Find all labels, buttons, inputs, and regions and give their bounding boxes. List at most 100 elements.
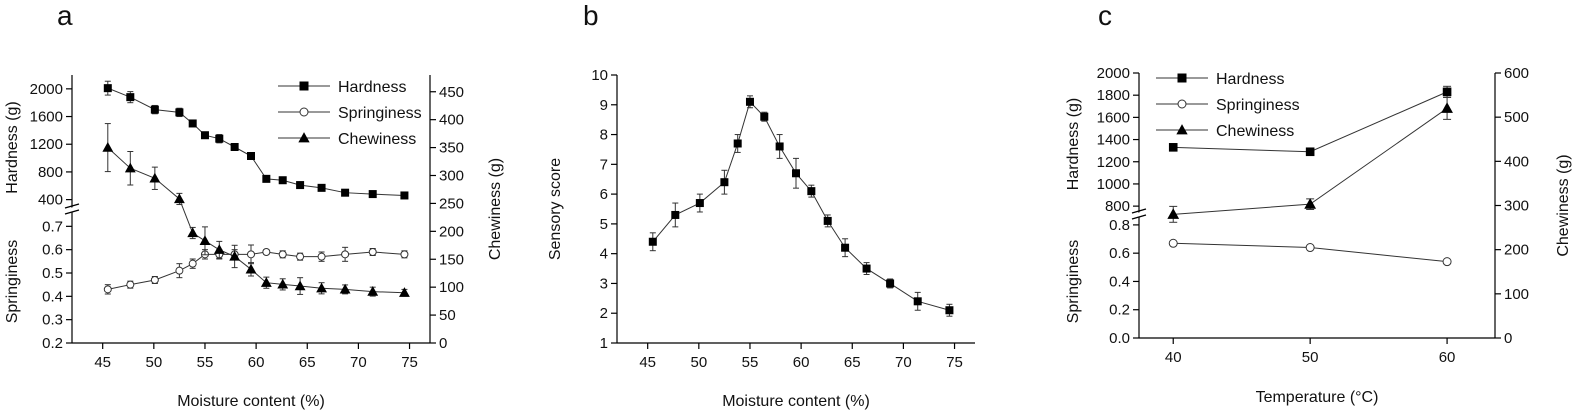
chart-a-chewiness-point xyxy=(173,193,185,204)
chart-a-x-tick-label: 70 xyxy=(350,354,367,371)
chart-c-springiness-axis-tick-label: 0.6 xyxy=(1109,245,1130,262)
chart-a-hardness-point xyxy=(175,108,184,117)
chart-b-x-tick-label: 45 xyxy=(639,354,656,371)
chart-a-x-tick-label: 60 xyxy=(248,354,265,371)
chart-a-springiness-point xyxy=(400,250,409,259)
chart-c-hardness-axis-tick-label: 1000 xyxy=(1097,176,1130,193)
chart-a-hardness-point xyxy=(215,134,224,143)
chart-a-springiness-point xyxy=(278,250,287,259)
chart-a-hardness-point xyxy=(103,84,112,93)
chart-a-legend-label: Springiness xyxy=(338,105,422,122)
chart-c-legend-label: Chewiness xyxy=(1216,123,1294,140)
chart-b-sensory-point xyxy=(720,178,729,187)
chart-b-y-axis-tick-label: 9 xyxy=(600,97,608,114)
chart-b-y-axis-tick-label: 3 xyxy=(600,275,608,292)
chart-a-legend-label: Hardness xyxy=(338,79,406,96)
chart-a-chewiness-point xyxy=(199,235,211,245)
chart-a-chewiness-point xyxy=(124,162,136,173)
chart-a-springiness-axis-tick-label: 0.4 xyxy=(42,288,63,305)
chart-a-hardness-axis-tick-label: 1200 xyxy=(30,136,63,153)
chart-c-chewiness-point xyxy=(1167,208,1180,219)
chart-c-legend-marker xyxy=(1177,73,1187,83)
chart-c-springiness-axis-tick-label: 0.8 xyxy=(1109,217,1130,234)
chart-c-springiness-axis-tick-label: 0.2 xyxy=(1109,302,1130,319)
chart-c-legend-label: Hardness xyxy=(1216,71,1284,88)
chart-b-y-axis-tick-label: 10 xyxy=(591,67,608,84)
chart-c-chewiness-axis-tick-label: 400 xyxy=(1504,153,1529,170)
chart-a-chewiness-point xyxy=(260,277,272,287)
chart-a-springiness-point xyxy=(150,276,159,284)
chart-a-axis-break xyxy=(64,203,80,209)
chart-b-sensory-point xyxy=(841,243,850,252)
chart-a-x-tick-label: 65 xyxy=(299,354,316,371)
chart-c-chewiness-axis-tick-label: 100 xyxy=(1504,286,1529,303)
chart-a-springiness-axis-tick-label: 0.7 xyxy=(42,218,63,235)
chart-b-sensory-point xyxy=(760,112,769,121)
chart-a-hardness-point xyxy=(247,152,255,160)
chart-c-hardness-point xyxy=(1168,143,1178,152)
panel-letter-a: a xyxy=(57,0,73,31)
chart-a-chewiness-point xyxy=(316,282,327,293)
chart-c-x-tick-label: 50 xyxy=(1302,349,1319,366)
chart-a-hardness-point xyxy=(126,93,135,102)
chart-c-hardness-axis-tick-label: 1600 xyxy=(1097,109,1130,126)
chart-b-y-axis-tick-label: 7 xyxy=(600,156,608,173)
panel-letter-b: b xyxy=(583,0,599,31)
chart-c-chewiness-axis-tick-label: 200 xyxy=(1504,242,1529,259)
chart-a-hardness-point xyxy=(296,181,305,190)
chart-a-legend-label: Chewiness xyxy=(338,131,416,148)
chart-b-sensory-point xyxy=(945,306,954,315)
chart-a-springiness-point xyxy=(368,248,377,256)
chart-a-legend-marker xyxy=(298,132,310,143)
chart-a-hardness-axis-tick-label: 2000 xyxy=(30,81,63,98)
chart-a-hardness-line xyxy=(107,87,405,196)
chart-c-x-tick-label: 40 xyxy=(1165,349,1182,366)
chart-a-springiness-point xyxy=(262,248,271,256)
chart-b-sensory-point xyxy=(807,187,816,196)
chart-a-chewiness-axis-tick-label: 150 xyxy=(439,251,464,268)
chart-c-x-tick-label: 60 xyxy=(1439,349,1456,366)
chart-a-hardness-point xyxy=(188,119,197,128)
chart-a-hardness-point xyxy=(368,190,377,199)
chart-a-x-tick-label: 50 xyxy=(145,354,162,371)
chart-a-chewiness-axis-tick-label: 0 xyxy=(439,335,447,352)
chart-c: 40 50 608001000120014001600180020000.00.20… xyxy=(1065,65,1572,406)
chart-c-chewiness-axis-label: Chewiness (g) xyxy=(1555,154,1572,256)
chart-a-chewiness-axis-tick-label: 350 xyxy=(439,140,464,157)
chart-c-chewiness-point xyxy=(1304,198,1317,209)
chart-a-hardness-axis-tick-label: 400 xyxy=(38,192,63,209)
chart-a-chewiness-point xyxy=(294,280,306,291)
chart-a-springiness-axis-label: Springiness xyxy=(4,240,21,324)
chart-a-hardness-axis-label: Hardness (g) xyxy=(4,101,21,193)
chart-c-hardness-axis-tick-label: 1800 xyxy=(1097,87,1130,104)
chart-a-x-axis-label: Moisture content (%) xyxy=(177,393,325,410)
chart-b-sensory-point xyxy=(775,142,784,151)
chart-c-springiness-point xyxy=(1168,238,1178,248)
chart-a-springiness-axis-tick-label: 0.6 xyxy=(42,242,63,259)
chart-c-hardness-point xyxy=(1305,147,1315,157)
chart-a-chewiness-axis-label: Chewiness (g) xyxy=(487,158,504,260)
chart-c-legend-marker xyxy=(1176,124,1188,135)
chart-b-x-tick-label: 55 xyxy=(742,354,759,371)
chart-a-hardness-point xyxy=(400,191,409,200)
chart-b-x-axis-label: Moisture content (%) xyxy=(722,393,870,410)
chart-a-chewiness-point xyxy=(102,141,114,152)
chart-c-chewiness-axis-tick-label: 600 xyxy=(1504,65,1529,82)
chart-a-chewiness-point xyxy=(245,263,257,274)
chart-b-sensory-point xyxy=(862,264,871,273)
chart-a-chewiness-point xyxy=(339,283,351,294)
chart-a-hardness-axis-tick-label: 800 xyxy=(38,164,63,181)
chart-a-chewiness-axis-tick-label: 200 xyxy=(439,223,464,240)
chart-a-chewiness-point xyxy=(149,172,161,183)
chart-a-springiness-axis-tick-label: 0.2 xyxy=(42,335,63,352)
chart-b-sensory-point xyxy=(671,210,680,219)
charts-layer: 45 50 55 60 65 70 754008001200160020000.20.30.… xyxy=(4,65,1572,410)
chart-c-chewiness-axis-tick-label: 500 xyxy=(1504,109,1529,126)
chart-a-hardness-point xyxy=(341,188,350,197)
chart-a-springiness-point xyxy=(188,259,197,268)
chart-a-springiness-point xyxy=(247,250,255,259)
chart-b-y-axis-tick-label: 5 xyxy=(600,216,608,233)
